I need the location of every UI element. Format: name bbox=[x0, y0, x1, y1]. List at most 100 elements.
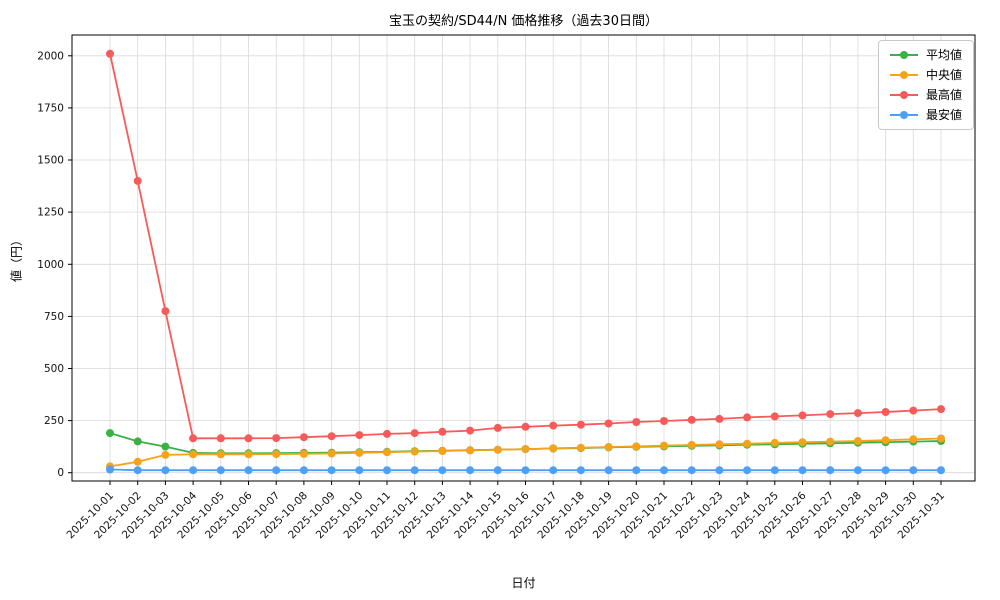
series-max-point bbox=[632, 418, 641, 426]
series-median-point bbox=[272, 450, 281, 459]
legend-label-max: 最高値 bbox=[925, 88, 962, 102]
y-tick-label: 250 bbox=[44, 415, 64, 427]
series-median-point bbox=[576, 443, 585, 452]
y-tick-label: 1250 bbox=[37, 207, 64, 219]
series-max-point bbox=[355, 431, 364, 440]
legend-marker-max bbox=[889, 90, 918, 100]
series-min-point bbox=[383, 466, 391, 475]
series-median-point bbox=[604, 443, 613, 451]
series-max-point bbox=[853, 409, 862, 418]
legend-item-max: 最高値 bbox=[889, 88, 962, 102]
series-median-point bbox=[826, 437, 835, 446]
series-max-point bbox=[937, 405, 945, 414]
series-median-point bbox=[189, 450, 198, 459]
chart-legend: 平均値中央値最高値最安値 bbox=[877, 40, 974, 130]
series-median-point bbox=[327, 449, 336, 458]
series-average-point bbox=[106, 429, 114, 438]
y-tick-label: 500 bbox=[44, 363, 64, 375]
series-median-point bbox=[383, 448, 391, 457]
series-min-point bbox=[743, 466, 752, 475]
series-min-point bbox=[355, 466, 364, 475]
series-min-point bbox=[853, 466, 862, 475]
series-min-point bbox=[881, 466, 890, 475]
y-tick-label: 1500 bbox=[37, 155, 64, 167]
legend-label-average: 平均値 bbox=[925, 48, 962, 62]
series-median-point bbox=[715, 440, 724, 449]
series-max-point bbox=[244, 434, 253, 443]
series-median-point bbox=[687, 440, 696, 449]
series-min-point bbox=[521, 466, 530, 475]
series-max-point bbox=[660, 417, 668, 425]
series-median-point bbox=[410, 447, 419, 456]
series-min-point bbox=[466, 466, 475, 475]
series-max-point bbox=[216, 434, 225, 443]
series-average-point bbox=[133, 437, 142, 446]
series-min-point bbox=[272, 466, 281, 475]
legend-item-average: 平均値 bbox=[889, 48, 962, 62]
series-median-point bbox=[438, 447, 447, 455]
series-median-point bbox=[216, 450, 225, 459]
series-max-point bbox=[161, 307, 170, 316]
series-median-point bbox=[881, 436, 890, 445]
series-median-point bbox=[909, 435, 918, 444]
series-median-point bbox=[798, 438, 807, 447]
series-min-point bbox=[216, 466, 225, 475]
series-median-point bbox=[549, 444, 558, 453]
y-tick-label: 750 bbox=[44, 311, 64, 323]
plot-background bbox=[72, 35, 975, 481]
series-max-point bbox=[687, 415, 696, 424]
series-min-point bbox=[327, 466, 336, 475]
series-min-point bbox=[161, 466, 170, 475]
series-min-point bbox=[438, 466, 447, 475]
series-max-point bbox=[798, 411, 807, 420]
series-median-point bbox=[133, 457, 142, 466]
legend-dot-swatch bbox=[899, 111, 908, 119]
series-max-point bbox=[493, 423, 502, 432]
series-min-point bbox=[826, 466, 835, 475]
y-tick-label: 0 bbox=[57, 467, 64, 479]
legend-label-median: 中央値 bbox=[925, 68, 962, 82]
series-min-point bbox=[576, 466, 585, 475]
series-max-point bbox=[438, 427, 447, 436]
series-max-point bbox=[881, 408, 890, 416]
series-min-point bbox=[687, 466, 696, 475]
legend-item-min: 最安値 bbox=[889, 108, 962, 122]
series-max-point bbox=[383, 429, 391, 438]
series-min-point bbox=[410, 466, 419, 475]
series-median-point bbox=[770, 438, 779, 447]
series-max-point bbox=[133, 176, 142, 185]
series-median-point bbox=[355, 448, 364, 457]
series-median-point bbox=[853, 437, 862, 445]
series-max-point bbox=[909, 406, 918, 415]
legend-item-median: 中央値 bbox=[889, 68, 962, 82]
series-max-point bbox=[410, 429, 419, 438]
series-median-point bbox=[521, 445, 530, 454]
series-median-point bbox=[660, 441, 668, 450]
series-max-point bbox=[106, 49, 114, 58]
legend-dot-swatch bbox=[899, 71, 908, 79]
y-tick-label: 2000 bbox=[37, 50, 64, 62]
legend-marker-min bbox=[889, 110, 918, 120]
series-min-point bbox=[189, 466, 198, 475]
series-max-point bbox=[521, 422, 530, 431]
series-min-point bbox=[798, 466, 807, 475]
x-axis-label: 日付 bbox=[511, 576, 536, 590]
series-min-point bbox=[937, 466, 945, 475]
series-max-point bbox=[549, 421, 558, 430]
series-min-point bbox=[715, 466, 724, 475]
series-max-point bbox=[327, 432, 336, 441]
legend-dot-swatch bbox=[899, 91, 908, 99]
series-max-point bbox=[299, 433, 308, 442]
legend-dot-swatch bbox=[899, 51, 908, 59]
series-min-point bbox=[909, 466, 918, 475]
series-median-point bbox=[466, 446, 475, 455]
series-min-point bbox=[549, 466, 558, 475]
chart-title: 宝玉の契約/SD44/N 価格推移（過去30日間） bbox=[389, 14, 658, 29]
y-tick-label: 1750 bbox=[37, 102, 64, 114]
series-median-point bbox=[299, 449, 308, 458]
series-max-point bbox=[189, 434, 198, 443]
series-min-point bbox=[493, 466, 502, 475]
plot-border bbox=[71, 34, 976, 482]
